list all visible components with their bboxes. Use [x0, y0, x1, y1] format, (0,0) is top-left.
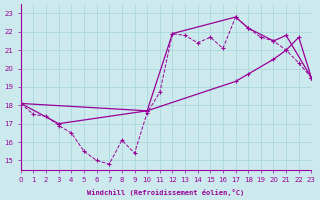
X-axis label: Windchill (Refroidissement éolien,°C): Windchill (Refroidissement éolien,°C): [87, 189, 245, 196]
